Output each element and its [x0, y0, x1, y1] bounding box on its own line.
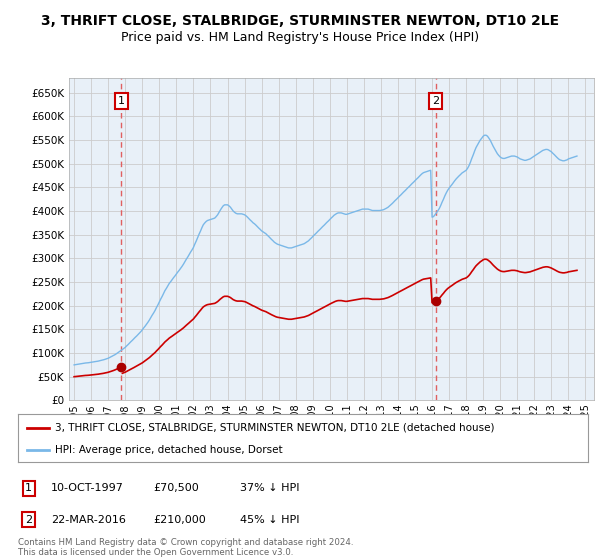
Text: 45% ↓ HPI: 45% ↓ HPI [240, 515, 299, 525]
Text: 22-MAR-2016: 22-MAR-2016 [51, 515, 126, 525]
Text: 2: 2 [432, 96, 439, 106]
Text: 3, THRIFT CLOSE, STALBRIDGE, STURMINSTER NEWTON, DT10 2LE (detached house): 3, THRIFT CLOSE, STALBRIDGE, STURMINSTER… [55, 423, 494, 433]
Text: 1: 1 [25, 483, 32, 493]
Text: 1: 1 [118, 96, 125, 106]
Text: 3, THRIFT CLOSE, STALBRIDGE, STURMINSTER NEWTON, DT10 2LE: 3, THRIFT CLOSE, STALBRIDGE, STURMINSTER… [41, 14, 559, 28]
Text: 37% ↓ HPI: 37% ↓ HPI [240, 483, 299, 493]
Text: 2: 2 [25, 515, 32, 525]
Text: £70,500: £70,500 [153, 483, 199, 493]
Text: Contains HM Land Registry data © Crown copyright and database right 2024.
This d: Contains HM Land Registry data © Crown c… [18, 538, 353, 557]
Text: £210,000: £210,000 [153, 515, 206, 525]
Text: 10-OCT-1997: 10-OCT-1997 [51, 483, 124, 493]
Text: Price paid vs. HM Land Registry's House Price Index (HPI): Price paid vs. HM Land Registry's House … [121, 31, 479, 44]
Text: HPI: Average price, detached house, Dorset: HPI: Average price, detached house, Dors… [55, 445, 283, 455]
